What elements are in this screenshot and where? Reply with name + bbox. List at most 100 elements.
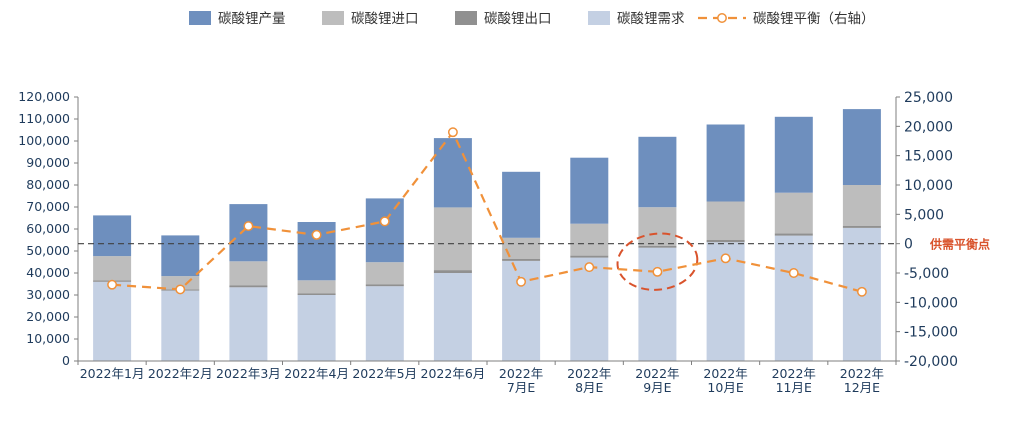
legend: 碳酸锂产量 碳酸锂进口 碳酸锂出口 碳酸锂需求 碳酸锂平衡（右轴） [189,11,875,27]
bar-export [842,225,881,228]
right-tick-label: -5,000 [904,266,949,282]
bar-demand [161,290,200,361]
balance-point [856,286,867,297]
left-tick-label: 20,000 [26,309,70,324]
balance-point [447,127,458,138]
bar-group [93,109,881,361]
bar-demand [774,235,813,361]
legend-label: 碳酸锂出口 [484,11,552,27]
bar-demand [93,281,132,361]
balance-point [311,229,322,240]
right-tick-label: 10,000 [904,178,953,194]
x-tick-label: 8月E [575,380,603,395]
bar-demand [229,287,268,361]
right-tick-label: -20,000 [904,354,958,370]
bar-production [161,235,200,277]
balance-point [584,262,595,273]
bar-export [570,255,609,258]
legend-label: 碳酸锂平衡（右轴） [753,11,875,27]
legend-swatch-import [322,11,344,25]
bar-production [774,116,813,193]
balance-point [652,266,663,277]
left-tick-label: 30,000 [26,287,70,302]
left-tick-label: 100,000 [18,133,70,148]
bar-production [570,157,609,224]
legend-swatch-production [189,11,211,25]
bar-import [842,185,881,226]
annotation-ellipse [616,232,699,291]
x-tick-label: 2022年4月 [284,366,349,381]
bar-export [433,270,472,273]
left-tick-label: 120,000 [18,89,70,104]
bar-import [706,201,745,240]
right-tick-label: 15,000 [904,149,953,165]
bar-production [842,109,881,185]
legend-marker-balance [717,13,727,23]
x-tick-label: 2022年1月 [80,366,145,381]
left-tick-label: 60,000 [26,221,70,236]
x-tick-label: 7月E [507,380,535,395]
left-tick-label: 80,000 [26,177,70,192]
legend-label: 碳酸锂产量 [218,11,286,27]
bar-demand [570,257,609,361]
right-tick-label: -10,000 [904,295,958,311]
x-tick-label: 10月E [707,380,743,395]
balance-reference: 供需平衡点 [78,237,990,252]
left-tick-label: 40,000 [26,265,70,280]
bar-import [297,280,336,294]
balance-point [175,284,186,295]
bar-import [229,261,268,286]
bar-production [365,198,404,263]
bar-import [93,256,132,281]
legend-label: 碳酸锂进口 [351,11,419,27]
bar-demand [365,286,404,361]
left-tick-label: 10,000 [26,331,70,346]
right-tick-label: 25,000 [904,90,953,106]
bar-import [433,207,472,271]
balance-label: 供需平衡点 [929,237,990,252]
x-tick-label: 2022年 [567,366,611,381]
x-tick-label: 2022年 [840,366,884,381]
x-tick-label: 2022年3月 [216,366,281,381]
bar-demand [297,295,336,361]
right-tick-label: 5,000 [904,207,944,223]
x-tick-label: 2022年 [772,366,816,381]
left-tick-label: 90,000 [26,155,70,170]
legend-swatch-export [455,11,477,25]
bar-demand [433,273,472,361]
annotation-group [616,232,699,291]
bar-demand [638,247,677,361]
balance-point [107,279,118,290]
left-tick-label: 110,000 [18,111,70,126]
balance-point [243,221,254,232]
bar-export [774,233,813,236]
legend-label: 碳酸锂需求 [617,11,685,27]
x-tick-label: 2022年 [703,366,747,381]
bar-import [502,237,541,259]
balance-line-group [107,127,867,297]
bar-export [229,285,268,288]
left-tick-label: 0 [62,353,70,368]
left-tick-label: 70,000 [26,199,70,214]
bar-production [229,204,268,262]
x-tick-label: 2022年5月 [352,366,417,381]
bar-production [706,124,745,202]
balance-line-series [112,130,863,293]
bar-demand [502,260,541,361]
bar-export [297,293,336,295]
x-tick-label: 2022年 [499,366,543,381]
x-tick-label: 2022年 [635,366,679,381]
bar-import [638,207,677,246]
x-tick-label: 2022年6月 [421,366,486,381]
left-tick-label: 50,000 [26,243,70,258]
bar-export [502,258,541,261]
x-tick-label: 11月E [776,380,812,395]
balance-point [379,216,390,227]
balance-point [516,276,527,287]
axes: 0 10,000 20,000 30,000 40,000 50,000 60,000 70,… [18,89,958,395]
right-tick-label: 20,000 [904,119,953,135]
bar-production [93,215,132,257]
bar-export [365,284,404,287]
bar-production [502,171,541,238]
